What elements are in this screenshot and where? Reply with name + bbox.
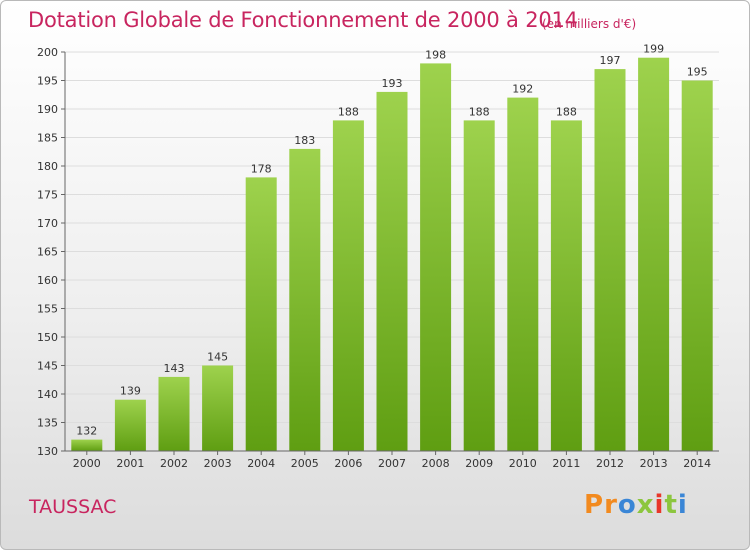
bar — [158, 376, 190, 451]
data-label: 183 — [294, 134, 315, 147]
data-label: 188 — [556, 105, 577, 118]
data-label: 195 — [687, 66, 708, 79]
data-label: 197 — [600, 54, 621, 67]
data-label: 145 — [207, 351, 228, 364]
y-tick-label: 145 — [37, 360, 58, 373]
data-label: 198 — [425, 48, 446, 61]
y-tick-label: 180 — [37, 160, 58, 173]
bars — [71, 57, 713, 452]
x-tick-label: 2014 — [683, 457, 711, 470]
y-tick-label: 135 — [37, 417, 58, 430]
bar — [71, 439, 103, 451]
bar — [638, 57, 670, 451]
y-tick-label: 165 — [37, 246, 58, 259]
x-tick-label: 2004 — [247, 457, 275, 470]
data-label: 193 — [382, 77, 403, 90]
y-tick-label: 170 — [37, 217, 58, 230]
bar — [420, 63, 452, 452]
y-tick-label: 155 — [37, 303, 58, 316]
data-label: 178 — [251, 162, 272, 175]
x-tick-label: 2012 — [596, 457, 624, 470]
commune-name: TAUSSAC — [29, 496, 117, 518]
x-tick-label: 2008 — [422, 457, 450, 470]
bar — [507, 97, 539, 451]
labels: 132 139 143 145 178 183 188 193 198 188 192 188 197 1… — [76, 43, 707, 438]
data-label: 188 — [469, 105, 490, 118]
logo-letter: x — [636, 490, 655, 520]
x-tick-label: 2009 — [465, 457, 493, 470]
y-tick-label: 200 — [37, 46, 58, 59]
logo-letter: P — [584, 490, 605, 520]
x-tick-label: 2006 — [334, 457, 362, 470]
y-tick-label: 195 — [37, 75, 58, 88]
x-tick-label: 2001 — [116, 457, 144, 470]
bar — [332, 120, 364, 452]
x-tick-label: 2007 — [378, 457, 406, 470]
logo-letter: i — [654, 490, 665, 520]
logo-letter: t — [664, 490, 678, 520]
y-tick-label: 160 — [37, 274, 58, 287]
bar — [289, 148, 321, 451]
y-tick-label: 130 — [37, 445, 58, 458]
x-tick-label: 2000 — [73, 457, 101, 470]
bar — [681, 80, 713, 451]
logo-letter: o — [617, 490, 637, 520]
bar — [463, 120, 495, 452]
y-tick-label: 150 — [37, 331, 58, 344]
bar — [245, 177, 277, 451]
y-tick-label: 175 — [37, 189, 58, 202]
data-label: 143 — [164, 362, 185, 375]
y-tick-label: 140 — [37, 388, 58, 401]
x-tick-label: 2002 — [160, 457, 188, 470]
logo-letter: i — [677, 490, 688, 520]
data-label: 188 — [338, 105, 359, 118]
x-tick-label: 2003 — [204, 457, 232, 470]
bar — [550, 120, 582, 452]
chart-title: Dotation Globale de Fonctionnement de 20… — [28, 8, 578, 32]
x-tick-label: 2005 — [291, 457, 319, 470]
bar — [202, 365, 234, 451]
y-tick-label: 190 — [37, 103, 58, 116]
data-label: 132 — [76, 425, 97, 438]
y-tick-label: 185 — [37, 132, 58, 145]
x-tick-label: 2013 — [640, 457, 668, 470]
data-label: 139 — [120, 385, 141, 398]
x-tick-label: 2010 — [509, 457, 537, 470]
unit-label: (en milliers d'€) — [542, 17, 637, 31]
x-tick-label: 2011 — [552, 457, 580, 470]
bar — [594, 69, 626, 451]
bar — [114, 399, 146, 451]
data-label: 192 — [512, 83, 533, 96]
data-label: 199 — [643, 43, 664, 56]
bar — [376, 91, 408, 452]
proxiti-logo: Proxiti — [584, 490, 688, 520]
axes: 130 135 140 145 150 155 160 165 170 175 180 185 190 1… — [37, 46, 719, 470]
logo-letter: r — [604, 490, 618, 520]
